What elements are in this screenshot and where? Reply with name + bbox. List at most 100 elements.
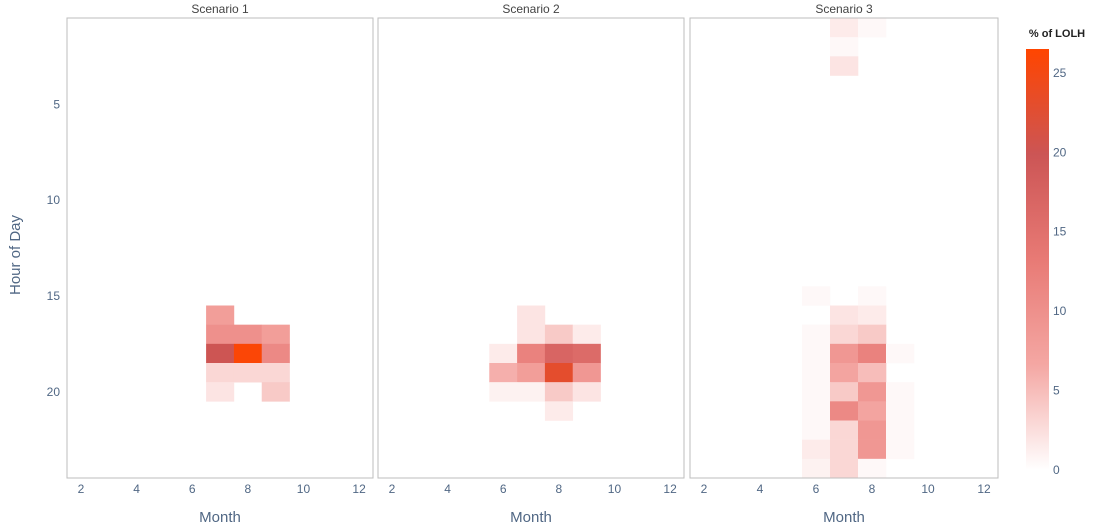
heatmap-cell — [489, 382, 518, 402]
heatmap-cell — [802, 343, 831, 364]
heatmap-cell — [233, 324, 263, 345]
heatmap-cell — [886, 382, 915, 402]
x-tick-label: 6 — [813, 482, 820, 496]
heatmap-cell — [830, 420, 859, 440]
colorbar — [1026, 49, 1049, 470]
heatmap-cell — [858, 18, 887, 38]
heatmap-cell — [830, 382, 859, 402]
x-tick-label: 10 — [297, 482, 311, 496]
heatmap-cell — [206, 343, 235, 364]
heatmap-cell — [572, 324, 601, 345]
heatmap-cell — [886, 439, 915, 460]
heatmap-cell — [572, 382, 601, 402]
colorbar-tick-label: 0 — [1053, 463, 1060, 477]
y-tick-label: 5 — [53, 97, 60, 111]
x-tick-label: 6 — [189, 482, 196, 496]
x-tick-label: 12 — [352, 482, 366, 496]
heatmap-cell — [802, 439, 831, 460]
heatmap-cell — [802, 420, 831, 440]
heatmap-cell — [858, 343, 887, 364]
heatmap-cell — [802, 363, 831, 383]
x-tick-label: 6 — [500, 482, 507, 496]
x-axis-label: Month — [823, 509, 865, 526]
panel-border — [377, 17, 685, 479]
heatmap-cell — [830, 18, 859, 38]
y-tick-label: 15 — [47, 289, 61, 303]
heatmap-cell — [830, 324, 859, 345]
x-tick-label: 8 — [869, 482, 876, 496]
heatmap-cell — [830, 439, 859, 460]
heatmap-cell — [261, 363, 290, 383]
heatmap-cell — [858, 286, 887, 306]
heatmap-cell — [206, 382, 235, 402]
x-tick-label: 4 — [444, 482, 451, 496]
heatmap-cell — [830, 343, 859, 364]
heatmap-cell — [830, 458, 859, 479]
heatmap-cell — [802, 382, 831, 402]
heatmap-cell — [544, 363, 574, 383]
heatmap-cell — [858, 363, 887, 383]
heatmap-cell — [206, 363, 235, 383]
heatmap-cell — [830, 363, 859, 383]
x-tick-label: 4 — [133, 482, 140, 496]
heatmap-cell — [858, 420, 887, 440]
heatmap-cell — [544, 401, 574, 421]
x-tick-label: 8 — [555, 482, 562, 496]
panel-2: Scenario 2 2 4 6 8 10 12 Month — [377, 2, 685, 526]
heatmap-cell — [572, 343, 601, 364]
x-axis-label: Month — [510, 509, 552, 526]
heatmap-cell — [544, 343, 574, 364]
panel-title: Scenario 3 — [815, 2, 873, 16]
x-tick-label: 10 — [608, 482, 622, 496]
x-tick-label: 10 — [921, 482, 935, 496]
colorbar-tick-label: 5 — [1053, 384, 1060, 398]
heatmap-cell — [572, 363, 601, 383]
panel-title: Scenario 2 — [502, 2, 560, 16]
colorbar-tick-label: 15 — [1053, 225, 1067, 239]
heatmap-cell — [261, 382, 290, 402]
heatmap-cell — [802, 286, 831, 306]
heatmap-cell — [858, 458, 887, 479]
colorbar-tick-label: 20 — [1053, 145, 1067, 159]
heatmap-cell — [830, 56, 859, 76]
heatmap-cell — [802, 324, 831, 345]
colorbar-tick-label: 10 — [1053, 304, 1067, 318]
x-tick-label: 4 — [757, 482, 764, 496]
heatmap-cell — [206, 305, 235, 325]
heatmap-cell — [886, 401, 915, 421]
heatmap-cell — [206, 324, 235, 345]
heatmap-cell — [261, 324, 290, 345]
colorbar-tick-label: 25 — [1053, 66, 1067, 80]
heatmap-cell — [517, 382, 546, 402]
heatmap-cell — [802, 401, 831, 421]
colorbar-title: % of LOLH — [1029, 28, 1085, 40]
panel-border — [689, 17, 999, 479]
x-tick-label: 8 — [244, 482, 251, 496]
panel-title: Scenario 1 — [191, 2, 249, 16]
x-tick-label: 2 — [78, 482, 85, 496]
panel-border — [66, 17, 374, 479]
y-axis-label: Hour of Day — [7, 214, 24, 295]
heatmap-cell — [858, 324, 887, 345]
heatmap-cell — [802, 458, 831, 479]
panel-1: Scenario 1 2 4 6 8 10 12 Month 5 10 15 20 — [47, 2, 374, 526]
heatmap-cell — [830, 401, 859, 421]
x-tick-label: 12 — [977, 482, 991, 496]
heatmap-cell — [886, 343, 915, 364]
heatmap-cell — [858, 305, 887, 325]
heatmap-cell — [517, 363, 546, 383]
heatmap-cell — [489, 343, 518, 364]
heatmap-cell — [233, 363, 263, 383]
heatmap-cell — [858, 401, 887, 421]
y-tick-label: 20 — [47, 385, 61, 399]
heatmap-cell — [517, 305, 546, 325]
heatmap-cell — [830, 37, 859, 57]
heatmap-cell — [517, 343, 546, 364]
x-tick-label: 2 — [701, 482, 708, 496]
x-tick-label: 2 — [389, 482, 396, 496]
heatmap-cell — [886, 420, 915, 440]
x-axis-label: Month — [199, 509, 241, 526]
x-tick-label: 12 — [663, 482, 677, 496]
heatmap-cell — [544, 324, 574, 345]
